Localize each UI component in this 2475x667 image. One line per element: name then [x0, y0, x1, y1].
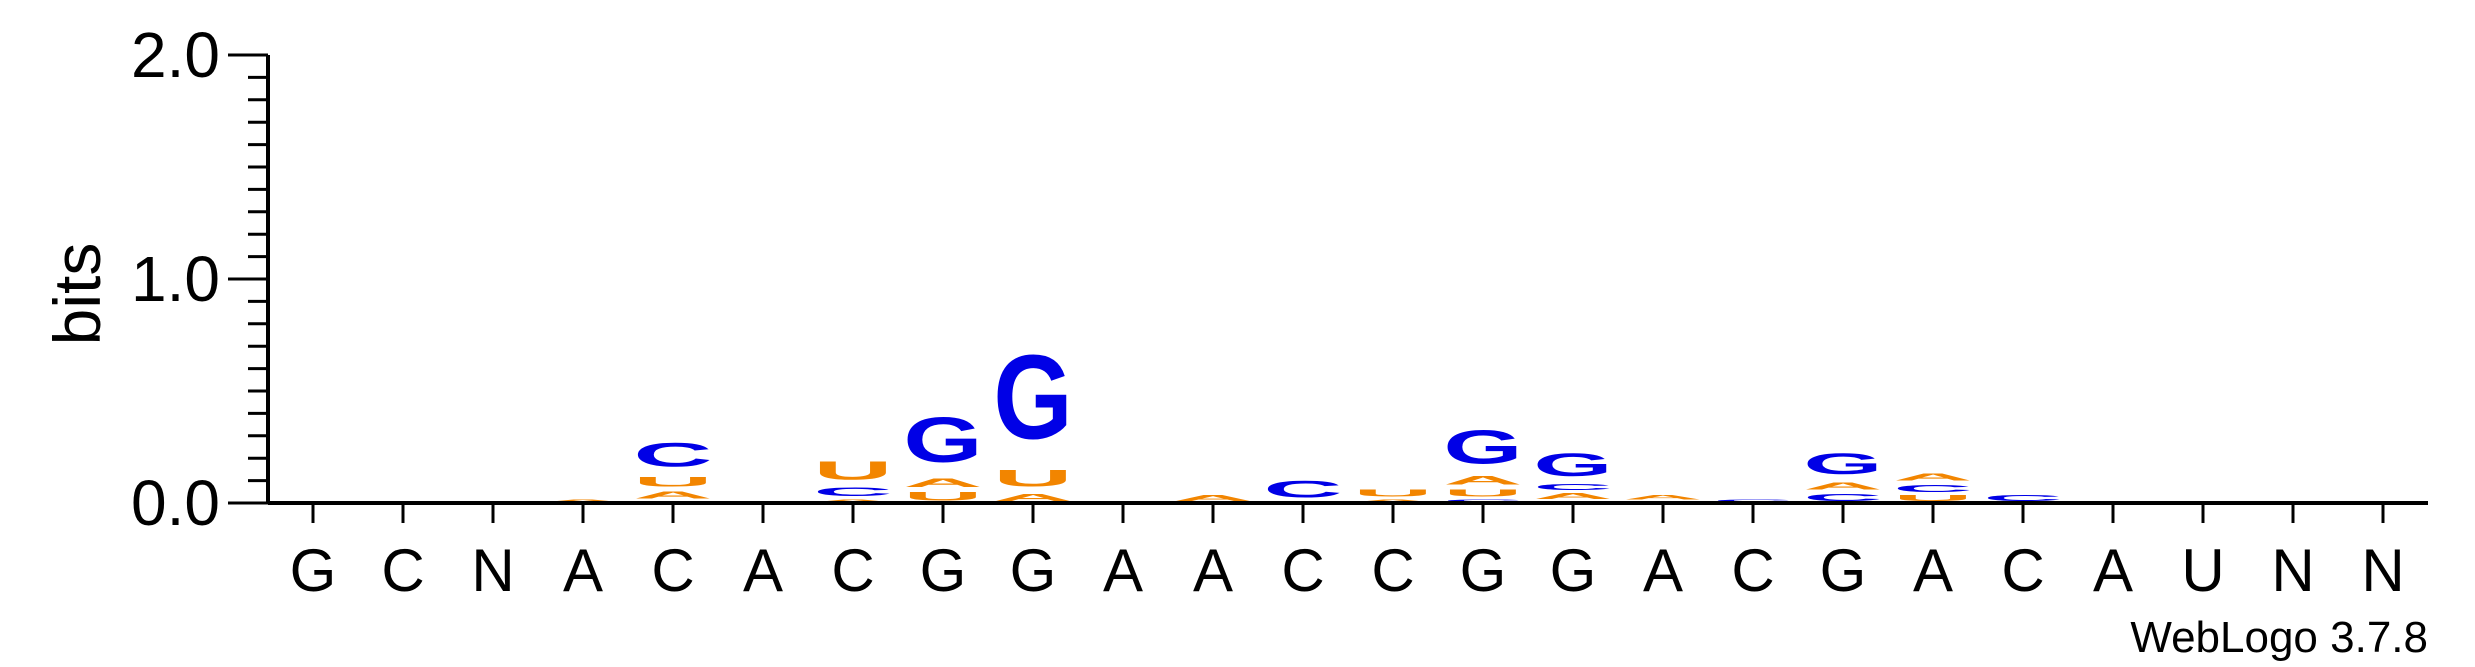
logo-letter-A: A: [543, 499, 622, 503]
logo-letter-C: C: [633, 436, 712, 474]
position-label: A: [1913, 537, 1953, 604]
position-label: G: [1820, 537, 1867, 604]
y-tick-label: 1.0: [131, 243, 220, 315]
position-label: C: [1281, 537, 1324, 604]
stack-position-7: ACU: [813, 456, 892, 503]
logo-letter-A: A: [1623, 494, 1702, 501]
stack-position-8: UAG: [903, 405, 982, 503]
stack-position-9: AUG: [993, 330, 1072, 503]
position-label: A: [1103, 537, 1143, 604]
logo-letter-C: C: [813, 485, 892, 499]
position-label: G: [290, 537, 337, 604]
stack-position-18: CAG: [1803, 447, 1882, 503]
logo-letter-G: G: [1443, 420, 1522, 474]
position-label: A: [2093, 537, 2133, 604]
logo-letter-U: U: [813, 456, 892, 485]
logo-letter-A: A: [1173, 494, 1252, 503]
position-label: N: [471, 537, 514, 604]
logo-letter-A: A: [1533, 492, 1612, 501]
position-label: A: [743, 537, 783, 604]
y-tick-label: 0.0: [131, 467, 220, 539]
logo-letter-U: U: [1443, 487, 1522, 498]
position-label: G: [1550, 537, 1597, 604]
logo-letter-A: A: [633, 490, 712, 501]
stack-position-20: C: [1983, 494, 2062, 503]
logo-letter-C: C: [1443, 499, 1522, 503]
stack-position-4: A: [543, 499, 622, 503]
logo-letter-C: C: [1263, 476, 1342, 503]
stack-position-19: UCA: [1893, 472, 1972, 503]
y-axis: 0.0 1.0 2.0: [131, 19, 270, 539]
position-label: C: [381, 537, 424, 604]
logo-letter-C: C: [1713, 499, 1792, 503]
logo-letter-A: A: [1443, 474, 1522, 488]
position-label: A: [1643, 537, 1683, 604]
logo-letter-U: U: [993, 465, 1072, 492]
logo-letter-U: U: [903, 489, 982, 503]
position-label: G: [1460, 537, 1507, 604]
position-label: C: [1731, 537, 1774, 604]
logo-letter-G: G: [1533, 447, 1612, 483]
logo-letter-C: C: [1533, 483, 1612, 492]
logo-letter-A: A: [813, 499, 892, 503]
weblogo-credit: WebLogo 3.7.8: [2130, 613, 2428, 662]
stack-position-11: A: [1173, 494, 1252, 503]
position-label: N: [2361, 537, 2404, 604]
y-axis-label: bits: [40, 243, 114, 346]
logo-letter-U: U: [1893, 494, 1972, 503]
logo-letter-G: G: [993, 330, 1072, 465]
logo-stacks: ACAUCAACUUAGAUGACAUCUAGCACGCACCAGUCACUC: [543, 330, 2242, 503]
position-label: A: [1193, 537, 1233, 604]
position-label: N: [2271, 537, 2314, 604]
position-label: U: [2181, 537, 2224, 604]
logo-letter-G: G: [1803, 447, 1882, 481]
logo-letter-U: U: [1353, 487, 1432, 498]
stack-position-13: AU: [1353, 487, 1432, 503]
position-label: C: [831, 537, 874, 604]
logo-letter-A: A: [1893, 472, 1972, 483]
logo-letter-A: A: [1353, 499, 1432, 503]
logo-letter-U: U: [633, 474, 712, 490]
position-label: C: [651, 537, 694, 604]
stack-position-12: C: [1263, 476, 1342, 503]
position-label: C: [1371, 537, 1414, 604]
logo-letter-A: A: [993, 492, 1072, 503]
position-label: G: [1010, 537, 1057, 604]
logo-letter-G: G: [903, 405, 982, 477]
logo-letter-C: C: [1893, 483, 1972, 494]
stack-position-17: C: [1713, 499, 1792, 503]
position-label: A: [563, 537, 603, 604]
position-label: G: [920, 537, 967, 604]
logo-letter-C: C: [1983, 494, 2062, 503]
y-tick-label: 2.0: [131, 19, 220, 91]
logo-letter-C: C: [1803, 492, 1882, 503]
logo-letter-A: A: [903, 476, 982, 490]
position-label: C: [2001, 537, 2044, 604]
logo-letter-A: A: [1803, 481, 1882, 492]
